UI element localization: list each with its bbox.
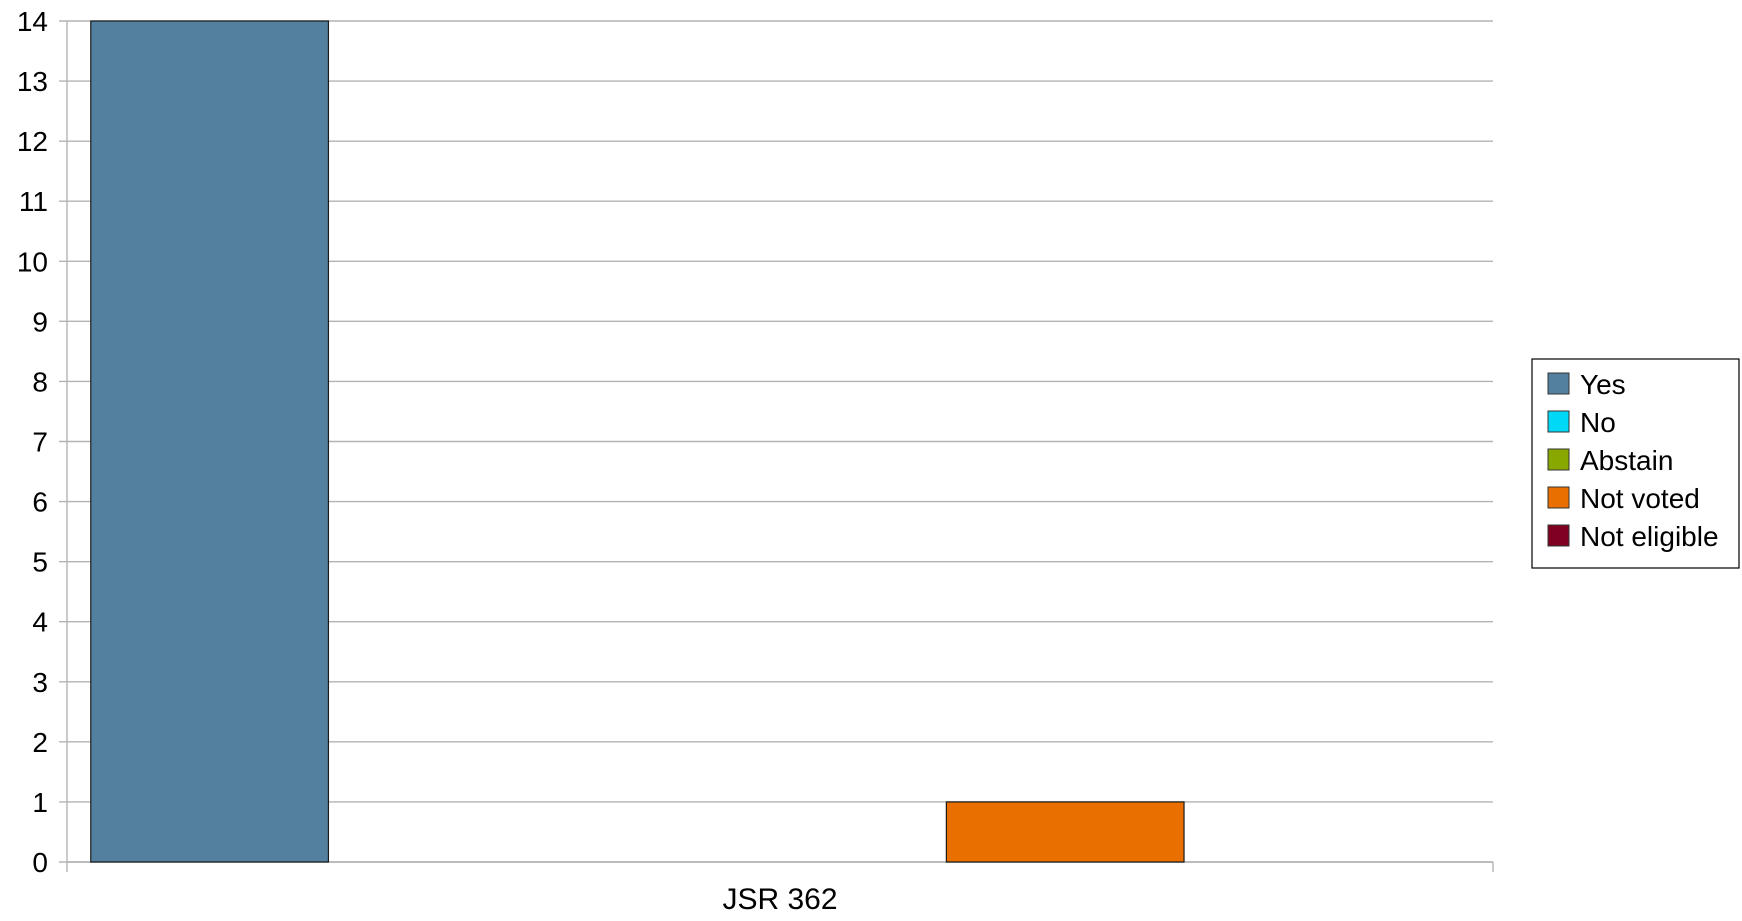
bar-yes — [90, 20, 330, 863]
y-tick-label: 4 — [32, 607, 48, 638]
legend-label: Yes — [1580, 369, 1626, 400]
legend-label: Not voted — [1580, 483, 1700, 514]
x-category-label: JSR 362 — [722, 883, 837, 916]
y-tick-label: 8 — [32, 366, 48, 397]
legend-swatch-not-voted — [1547, 486, 1570, 509]
legend-swatch-no — [1547, 410, 1570, 433]
y-tick-label: 7 — [32, 427, 48, 458]
legend-label: Abstain — [1580, 445, 1673, 476]
legend-swatch-not-eligible — [1547, 524, 1570, 547]
y-tick-label: 14 — [17, 6, 48, 37]
y-tick-label: 11 — [19, 186, 48, 217]
legend: Yes No Abstain Not voted Not eligible — [1531, 358, 1740, 569]
y-tick-label: 6 — [32, 487, 48, 518]
legend-swatch-abstain — [1547, 448, 1570, 471]
y-tick-label: 10 — [17, 246, 48, 277]
legend-label: Not eligible — [1580, 521, 1719, 552]
legend-label: No — [1580, 407, 1616, 438]
y-tick-label: 12 — [17, 126, 48, 157]
y-tick-label: 5 — [32, 547, 48, 578]
legend-swatch-yes — [1547, 372, 1570, 395]
bars — [90, 20, 1185, 863]
y-tick-label: 9 — [32, 306, 48, 337]
y-tick-label: 13 — [17, 66, 48, 97]
bar-not-voted — [945, 801, 1185, 863]
y-tick-label: 2 — [32, 727, 48, 758]
y-tick-label: 0 — [32, 847, 48, 878]
y-tick-label: 3 — [32, 667, 48, 698]
y-tick-label: 1 — [32, 787, 48, 818]
